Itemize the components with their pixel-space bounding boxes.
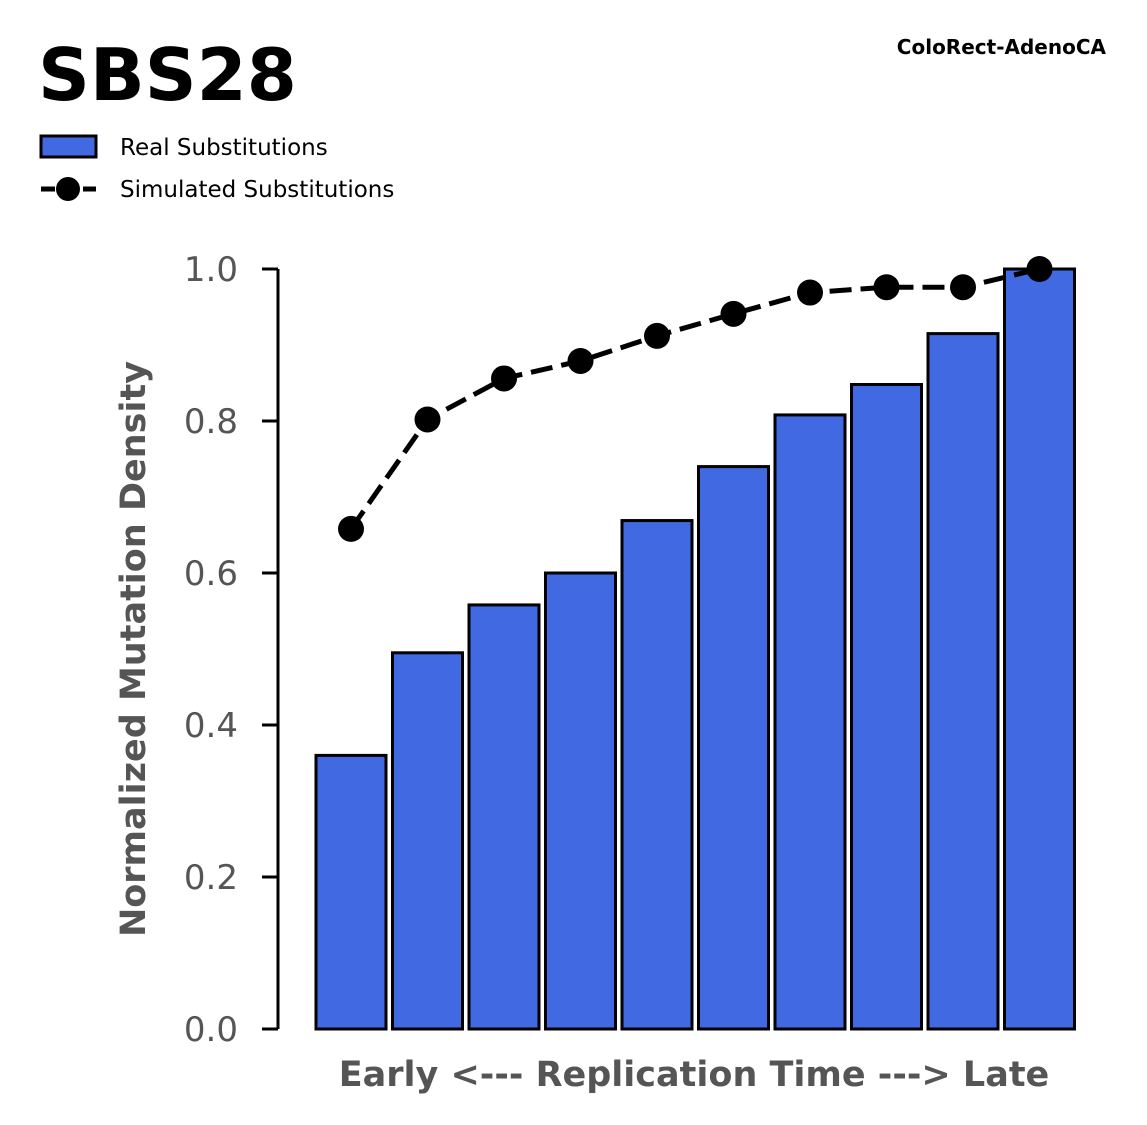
simulated-point-0	[338, 515, 364, 542]
simulated-point-1	[414, 406, 441, 433]
y-tick-label-0: 0.0	[184, 1010, 238, 1050]
simulated-point-7	[873, 274, 900, 301]
y-tick-label-2: 0.4	[184, 706, 238, 746]
legend-label-real: Real Substitutions	[120, 135, 328, 161]
simulated-point-4	[644, 322, 670, 349]
bar-9	[1003, 267, 1076, 1031]
legend-label-simulated: Simulated Substitutions	[120, 177, 394, 203]
y-tick-label-5: 1.0	[184, 250, 238, 290]
simulated-point-5	[720, 300, 747, 327]
bar-1	[391, 651, 464, 1031]
legend-swatch-simulated-marker	[56, 177, 80, 201]
simulated-point-2	[491, 365, 517, 392]
chart-subtitle: ColoRect-AdenoCA	[897, 35, 1107, 59]
bar-6	[773, 413, 847, 1031]
legend-swatch-real	[39, 134, 98, 159]
y-tick-label-4: 0.8	[184, 402, 238, 442]
bar-3	[544, 571, 617, 1031]
bar-7	[850, 383, 923, 1031]
simulated-series	[338, 256, 1053, 542]
bar-4	[620, 519, 694, 1031]
simulated-point-6	[797, 279, 823, 306]
simulated-line	[348, 266, 1041, 531]
simulated-point-8	[950, 274, 976, 301]
x-axis-label: Early <--- Replication Time ---> Late	[339, 1055, 1050, 1095]
bar-0	[314, 753, 388, 1031]
chart-title: SBS28	[38, 33, 297, 117]
y-axis: 0.0 0.2 0.4 0.6 0.8 1.0	[184, 250, 280, 1050]
y-axis-label: Normalized Mutation Density	[114, 361, 154, 937]
legend: Real Substitutions Simulated Substitutio…	[39, 134, 394, 203]
y-tick-label-1: 0.2	[184, 858, 238, 898]
bar-8	[926, 332, 1000, 1031]
y-tick-label-3: 0.6	[184, 554, 238, 594]
bars	[314, 267, 1076, 1031]
bar-5	[697, 465, 770, 1031]
simulated-point-3	[567, 347, 594, 374]
bar-2	[467, 603, 541, 1031]
simulated-point-9	[1026, 256, 1053, 282]
